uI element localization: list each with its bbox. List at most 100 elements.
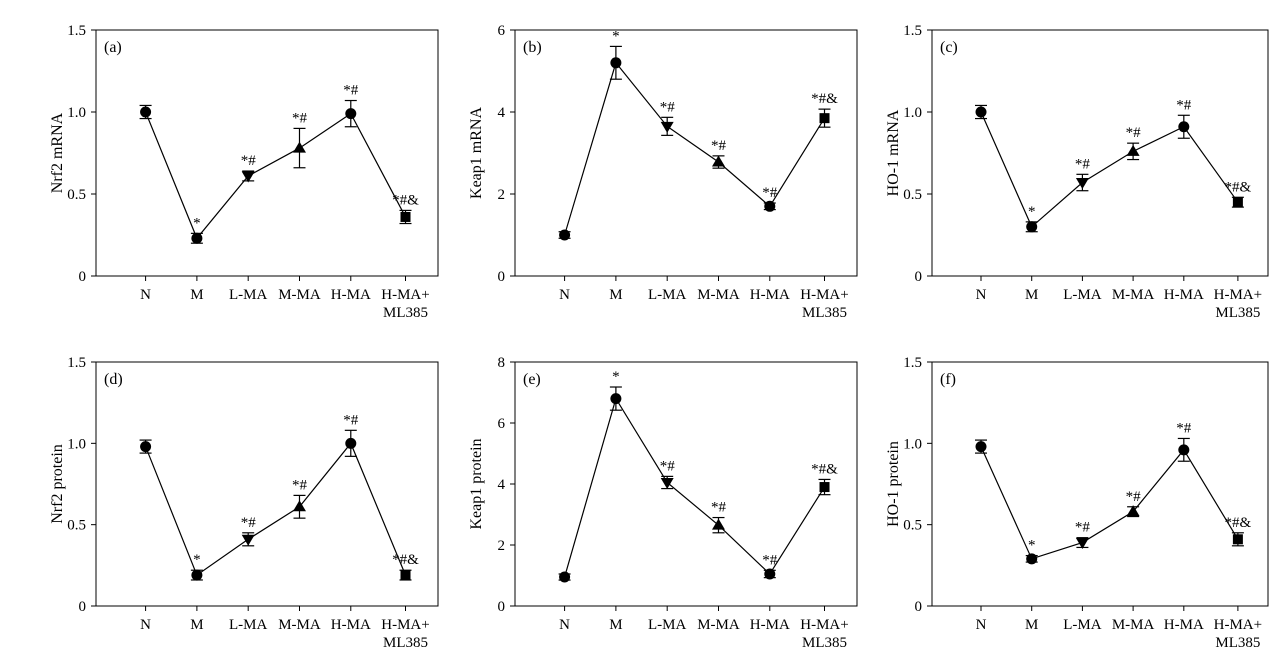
x-tick-label: M [609, 287, 622, 303]
panel-label: (d) [104, 371, 123, 388]
x-tick-label: H-MA [331, 617, 371, 633]
panel-label: (e) [523, 371, 541, 388]
y-tick-label: 4 [498, 105, 506, 121]
significance-label: *# [762, 185, 778, 201]
x-tick-label: ML385 [802, 305, 847, 321]
x-tick-label: H-MA+ [1214, 287, 1262, 303]
data-point [711, 518, 725, 530]
significance-label: *# [711, 138, 727, 154]
x-tick-label: M-MA [278, 617, 321, 633]
x-tick-label: H-MA [750, 287, 790, 303]
data-point [292, 500, 306, 512]
y-tick-label: 1.5 [903, 355, 922, 371]
x-tick-label: H-MA [1164, 617, 1204, 633]
significance-label: *# [1176, 420, 1192, 436]
significance-label: *# [343, 83, 359, 99]
y-tick-label: 0 [79, 599, 87, 615]
data-point [610, 57, 622, 69]
plot-frame [95, 361, 439, 607]
data-point [1075, 178, 1089, 190]
data-point [1075, 538, 1089, 550]
significance-label: *# [660, 99, 676, 115]
data-point [241, 171, 255, 183]
data-point [559, 229, 571, 241]
data-point [559, 571, 571, 583]
series-line [564, 397, 826, 578]
panel-label: (b) [523, 39, 542, 56]
y-tick-label: 1.5 [67, 355, 86, 371]
series-line [564, 61, 826, 236]
x-tick-label: M [1025, 617, 1038, 633]
data-point [400, 570, 411, 581]
significance-label: * [1028, 538, 1036, 554]
data-point [1026, 553, 1038, 565]
x-tick-label: ML385 [383, 635, 428, 651]
data-point [1126, 144, 1140, 156]
x-tick-label: M [190, 617, 203, 633]
y-tick-label: 8 [498, 355, 506, 371]
chart-panel: 0 2 4 6 8 N M L-MA M-MA H-MA H-MA+ ML385 Keap1 prote… [468, 355, 858, 651]
data-point [140, 441, 152, 453]
x-tick-label: M [1025, 287, 1038, 303]
significance-label: *# [1126, 489, 1142, 505]
y-tick-label: 0 [915, 269, 923, 285]
y-axis-title: HO-1 mRNA [885, 109, 902, 196]
panel-label: (a) [104, 39, 122, 56]
x-tick-label: N [559, 617, 570, 633]
significance-label: *#& [1225, 179, 1252, 195]
data-point [1126, 505, 1140, 517]
significance-label: *#& [392, 552, 419, 568]
y-tick-label: 1.0 [903, 436, 922, 452]
y-tick-label: 2 [498, 538, 506, 554]
y-tick-label: 0 [498, 599, 506, 615]
significance-label: * [612, 28, 620, 44]
series-line [980, 111, 1239, 228]
y-tick-label: 6 [498, 23, 506, 39]
y-axis-title: Nrf2 mRNA [49, 112, 66, 193]
x-tick-label: H-MA [750, 617, 790, 633]
data-point [140, 106, 152, 118]
data-point [711, 155, 725, 167]
x-tick-label: M-MA [697, 617, 740, 633]
y-tick-label: 1.0 [903, 105, 922, 121]
y-tick-label: 0 [79, 269, 87, 285]
series-line [980, 446, 1239, 560]
y-tick-label: 0 [915, 599, 923, 615]
y-axis-title: Keap1 mRNA [468, 107, 485, 199]
x-tick-label: L-MA [229, 617, 267, 633]
plot-frame [514, 29, 858, 277]
x-tick-label: N [140, 287, 151, 303]
x-tick-label: N [559, 287, 570, 303]
x-tick-label: ML385 [1215, 305, 1260, 321]
y-axis-title: Nrf2 protein [49, 444, 66, 524]
data-point [1232, 197, 1243, 208]
x-tick-label: H-MA [1164, 287, 1204, 303]
significance-label: *# [343, 412, 359, 428]
significance-label: *# [241, 153, 257, 169]
chart-panel: 0 0.5 1.0 1.5 N M L-MA M-MA H-MA H-MA+ ML385 Nrf2 p… [49, 355, 439, 651]
plot-frame [95, 29, 439, 277]
significance-label: *# [292, 110, 308, 126]
y-tick-label: 0.5 [67, 187, 86, 203]
plot-frame [931, 361, 1269, 607]
data-point [1026, 221, 1038, 233]
significance-label: * [1028, 204, 1036, 220]
x-tick-label: ML385 [802, 635, 847, 651]
data-point [1178, 121, 1190, 133]
data-point [345, 437, 357, 449]
significance-label: *#& [811, 91, 838, 107]
data-point [191, 232, 203, 244]
x-tick-label: M [190, 287, 203, 303]
y-tick-label: 0.5 [903, 187, 922, 203]
data-point [975, 106, 987, 118]
x-tick-label: H-MA+ [381, 287, 429, 303]
data-point [660, 477, 674, 489]
x-tick-label: M-MA [697, 287, 740, 303]
significance-label: *# [762, 552, 778, 568]
significance-label: *#& [392, 192, 419, 208]
x-tick-label: ML385 [383, 305, 428, 321]
x-tick-label: M-MA [278, 287, 321, 303]
y-tick-label: 0.5 [67, 518, 86, 534]
data-point [819, 482, 830, 493]
x-tick-label: ML385 [1215, 635, 1260, 651]
